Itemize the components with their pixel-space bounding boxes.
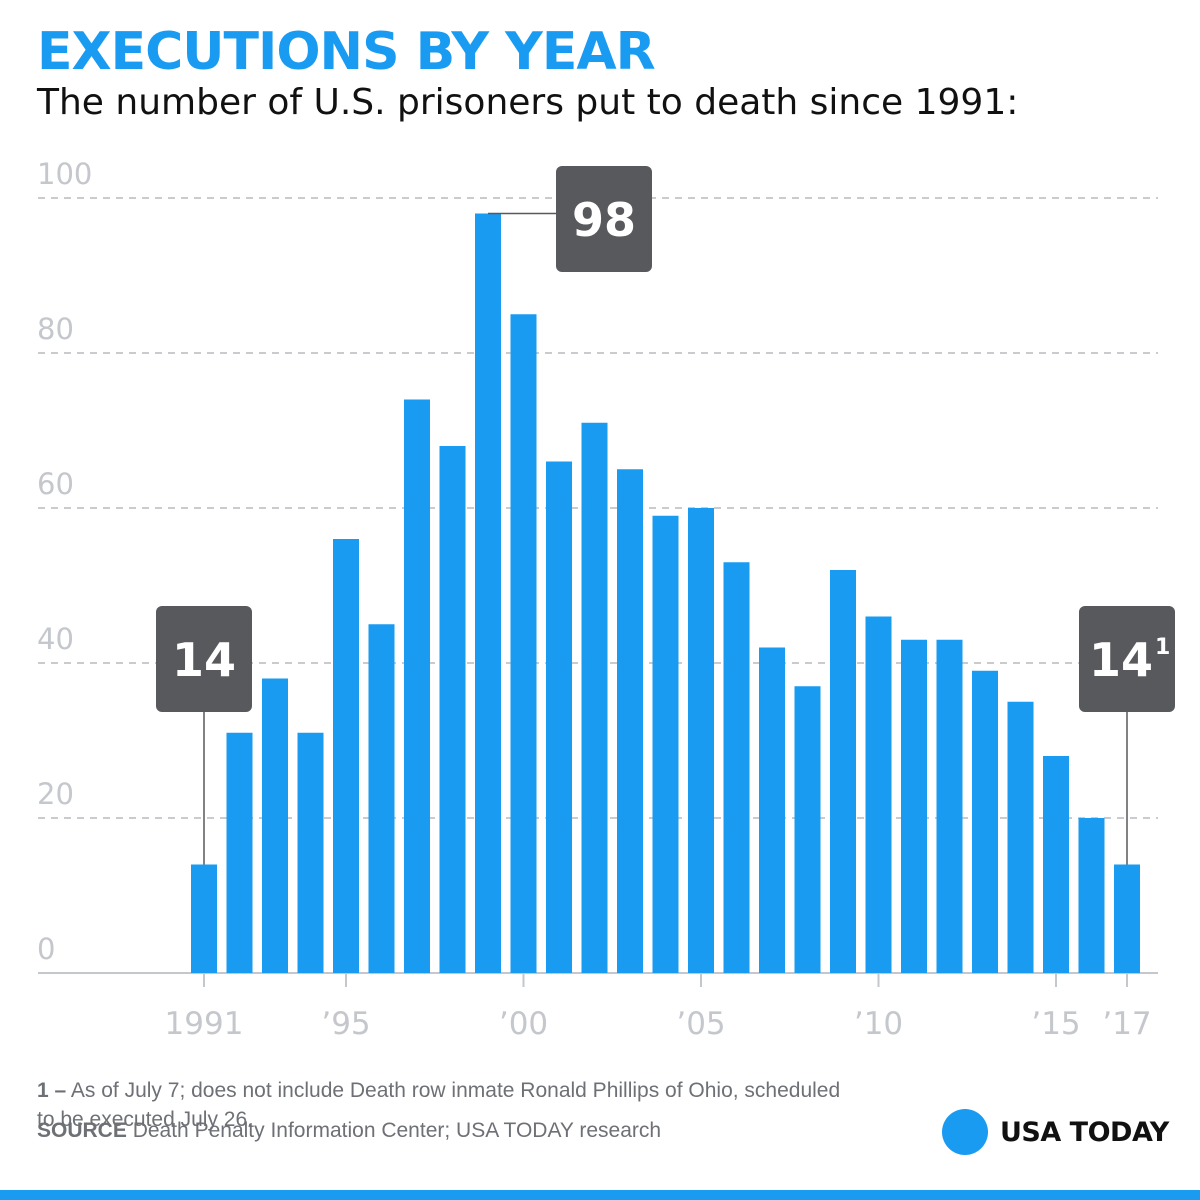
callout-box-2017 xyxy=(1079,606,1175,712)
callout-value-1999: 98 xyxy=(572,193,636,247)
bar-2005 xyxy=(688,508,714,973)
y-tick-label: 0 xyxy=(37,932,55,966)
bar-2001 xyxy=(546,461,572,973)
callout-box-1999 xyxy=(556,166,652,272)
bar-2017 xyxy=(1114,864,1140,973)
bottom-accent-bar xyxy=(0,1190,1200,1200)
bar-1999 xyxy=(475,213,501,973)
brand-dot-icon xyxy=(942,1109,988,1155)
chart-title: EXECUTIONS BY YEAR xyxy=(37,22,656,82)
bar-2010 xyxy=(865,616,892,973)
bar-2016 xyxy=(1078,818,1105,973)
bar-chart: 0 20 40 60 80 100 1991 ’95 ’00 ’05 ’10 ’15 ’17 14 98… xyxy=(37,157,1175,1042)
footnote-marker: 1 – xyxy=(37,1079,67,1102)
bar-2007 xyxy=(759,647,785,973)
bar-1991 xyxy=(191,864,217,973)
bar-1997 xyxy=(404,399,430,973)
x-axis-ticks: 1991 ’95 ’00 ’05 ’10 ’15 ’17 xyxy=(165,973,1152,1042)
brand-name: USA TODAY xyxy=(1000,1116,1169,1148)
y-tick-label: 80 xyxy=(37,312,74,346)
bar-2002 xyxy=(581,422,608,973)
footnote: 1 – As of July 7; does not include Death… xyxy=(37,1076,857,1134)
bar-1995 xyxy=(333,539,359,973)
bar-1996 xyxy=(368,624,395,973)
bar-2009 xyxy=(830,570,856,973)
x-tick-label-1991: 1991 xyxy=(165,1006,244,1042)
bar-2012 xyxy=(936,639,963,973)
bar-2013 xyxy=(972,670,998,973)
source-label: SOURCE xyxy=(37,1119,127,1142)
bar-1998 xyxy=(439,446,466,973)
bar-1993 xyxy=(262,678,288,973)
x-tick-label-1995: ’95 xyxy=(321,1006,370,1042)
bar-2011 xyxy=(901,639,927,973)
bar-1994 xyxy=(297,732,324,973)
callout-value-1991: 14 xyxy=(172,633,236,687)
bar-2014 xyxy=(1007,701,1034,973)
x-tick-label-2000: ’00 xyxy=(499,1006,548,1042)
y-axis-ticks: 0 20 40 60 80 100 xyxy=(37,157,92,966)
bar-2003 xyxy=(617,469,643,973)
x-tick-label-2017: ’17 xyxy=(1102,1006,1151,1042)
bar-1992 xyxy=(226,732,253,973)
bar-2015 xyxy=(1043,756,1069,973)
x-tick-label-2005: ’05 xyxy=(676,1006,725,1042)
x-tick-label-2010: ’10 xyxy=(854,1006,903,1042)
y-tick-label: 60 xyxy=(37,467,74,501)
y-tick-label: 40 xyxy=(37,622,74,656)
source-text: Death Penalty Information Center; USA TO… xyxy=(132,1119,662,1142)
bar-2008 xyxy=(794,686,821,973)
x-tick-label-2015: ’15 xyxy=(1031,1006,1080,1042)
bars xyxy=(191,213,1140,973)
y-tick-label: 20 xyxy=(37,777,74,811)
y-tick-label: 100 xyxy=(37,157,92,191)
callout-footnote-marker: 1 xyxy=(1155,635,1170,660)
chart-subtitle: The number of U.S. prisoners put to deat… xyxy=(37,82,1019,123)
callout-value-2017: 14 xyxy=(1089,633,1153,687)
brand-logo: USA TODAY xyxy=(942,1106,1169,1158)
bar-2006 xyxy=(723,562,750,973)
callout-box-1991 xyxy=(156,606,252,712)
source-line: SOURCE Death Penalty Information Center;… xyxy=(37,1119,661,1143)
bar-2000 xyxy=(510,314,537,973)
footnote-text: As of July 7; does not include Death row… xyxy=(37,1079,841,1131)
bar-2004 xyxy=(652,515,679,973)
